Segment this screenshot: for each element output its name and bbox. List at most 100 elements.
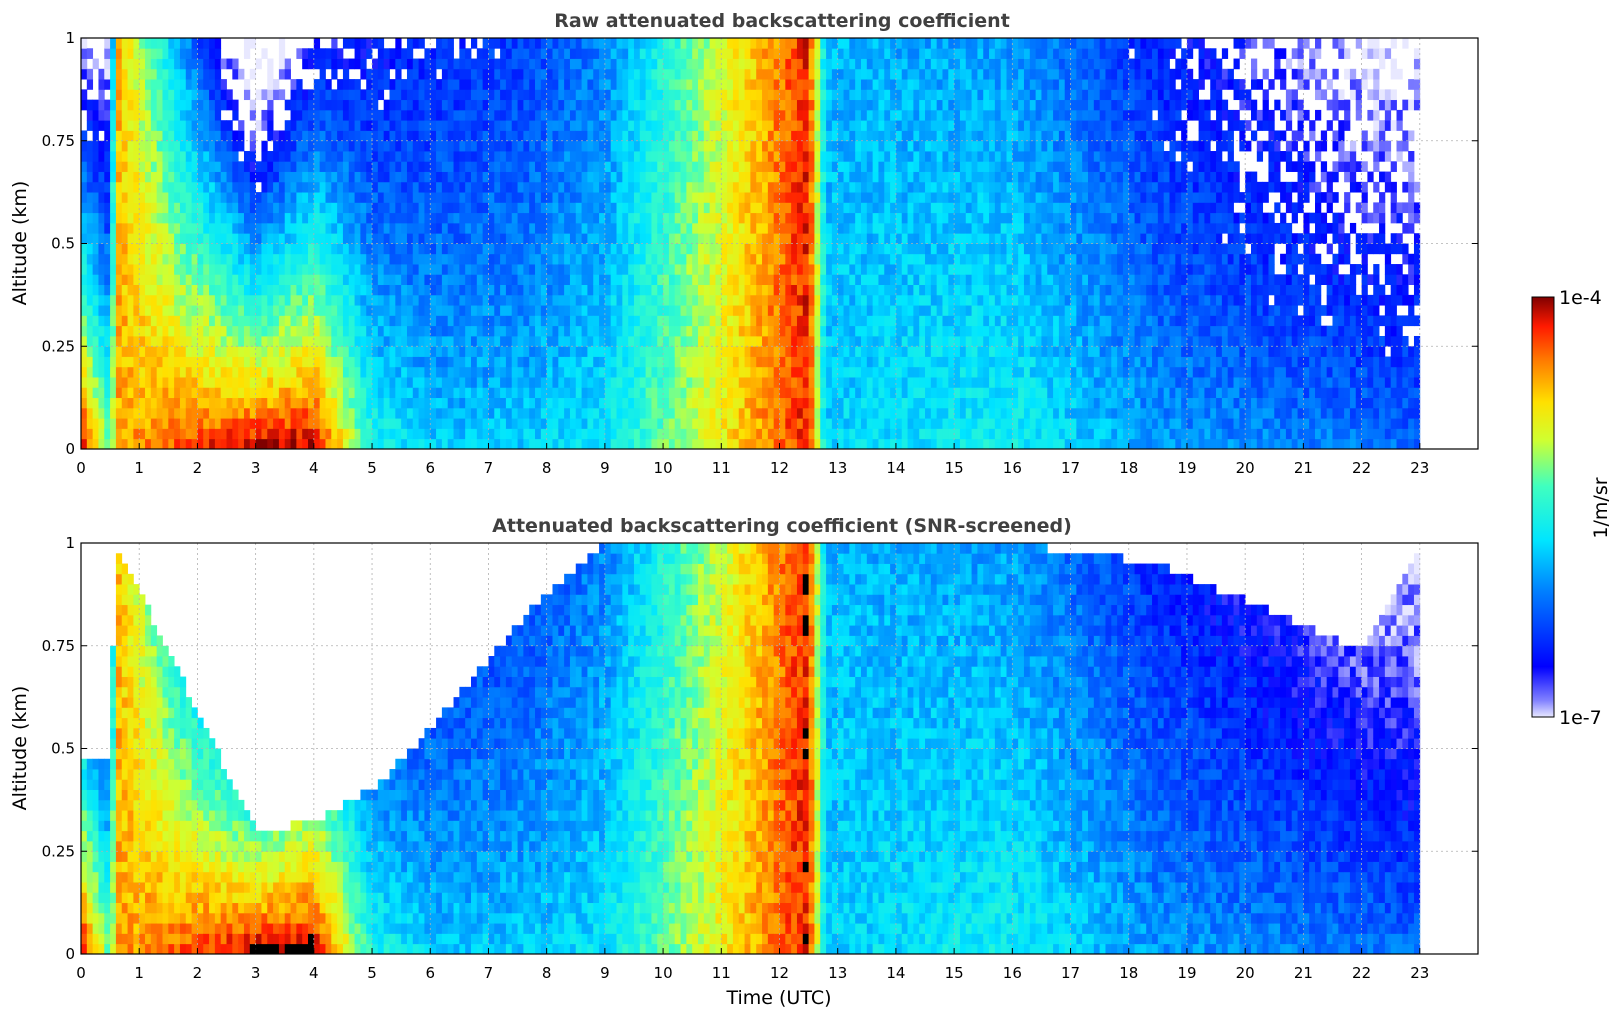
heat-cell xyxy=(337,58,344,70)
heat-cell xyxy=(471,233,478,244)
heat-cell xyxy=(162,315,169,327)
heat-cell xyxy=(616,233,623,244)
heat-cell xyxy=(302,264,309,275)
heat-cell xyxy=(692,181,699,193)
heat-cell xyxy=(628,428,635,440)
heat-cell xyxy=(622,58,629,70)
heat-cell xyxy=(406,274,414,285)
heat-cell xyxy=(488,284,495,296)
heat-cell xyxy=(517,38,524,49)
heat-cell xyxy=(290,99,297,111)
heat-cell xyxy=(115,264,123,275)
heat-cell xyxy=(517,120,524,131)
heat-cell xyxy=(773,346,780,357)
heat-cell xyxy=(552,366,559,378)
heat-cell xyxy=(290,161,297,172)
heat-cell xyxy=(214,407,222,419)
heat-cell xyxy=(214,109,222,121)
heat-cell xyxy=(441,212,449,224)
heat-cell xyxy=(296,438,303,450)
heat-cell xyxy=(110,181,117,193)
heat-cell xyxy=(633,438,641,450)
heat-cell xyxy=(715,233,722,244)
heat-cell xyxy=(179,366,187,378)
heat-cell xyxy=(436,181,443,193)
heat-cell xyxy=(564,140,571,152)
heat-cell xyxy=(459,120,466,131)
heat-cell xyxy=(703,99,711,111)
heat-cell xyxy=(313,171,321,183)
heat-cell xyxy=(814,233,821,244)
heat-cell xyxy=(86,356,94,368)
heat-cell xyxy=(727,274,734,285)
heat-cell xyxy=(313,151,321,162)
heat-cell xyxy=(273,212,280,224)
heat-cell xyxy=(238,325,245,337)
heat-cell xyxy=(674,387,681,399)
heat-cell xyxy=(633,140,641,152)
heat-cell xyxy=(505,140,513,152)
heat-cell xyxy=(820,274,827,285)
heat-cell xyxy=(383,418,390,429)
heat-cell xyxy=(325,48,332,59)
heat-cell xyxy=(703,325,711,337)
heat-cell xyxy=(540,233,548,244)
heat-cell xyxy=(401,407,408,419)
heat-cell xyxy=(715,243,722,255)
heat-cell xyxy=(197,202,204,214)
heat-cell xyxy=(302,335,309,347)
heat-cell xyxy=(535,418,542,429)
heat-cell xyxy=(552,130,559,142)
heat-cell xyxy=(721,58,728,70)
heat-cell xyxy=(81,428,88,440)
heat-cell xyxy=(494,397,501,409)
heat-cell xyxy=(267,161,274,172)
heat-cell xyxy=(593,315,600,327)
heat-cell xyxy=(110,315,117,327)
heat-cell xyxy=(139,397,146,409)
heat-cell xyxy=(366,68,373,80)
heat-cell xyxy=(569,58,577,70)
heat-cell xyxy=(389,151,396,162)
heat-cell xyxy=(319,140,326,152)
heat-cell xyxy=(406,407,414,419)
heat-cell xyxy=(575,346,582,357)
heat-cell xyxy=(756,264,763,275)
heat-cell xyxy=(214,171,222,183)
heat-cell xyxy=(645,151,652,162)
heat-cell xyxy=(762,428,769,440)
heat-cell xyxy=(657,397,664,409)
heat-cell xyxy=(441,325,449,337)
heat-cell xyxy=(342,161,350,172)
heat-cell xyxy=(552,335,559,347)
heat-cell xyxy=(523,140,530,152)
heat-cell xyxy=(529,202,536,214)
heat-cell xyxy=(197,315,204,327)
heat-cell xyxy=(633,335,641,347)
heat-cell xyxy=(232,428,239,440)
heat-cell xyxy=(406,284,414,296)
heat-cell xyxy=(290,335,297,347)
heat-cell xyxy=(663,68,670,80)
heat-cell xyxy=(296,202,303,214)
heat-cell xyxy=(191,253,198,265)
heat-cell xyxy=(92,438,99,450)
heat-cell xyxy=(482,161,489,172)
heat-cell xyxy=(98,171,105,183)
heat-cell xyxy=(406,387,414,399)
heat-cell xyxy=(331,346,338,357)
heat-cell xyxy=(162,377,169,388)
heat-cell xyxy=(150,89,158,101)
heat-cell xyxy=(127,48,134,59)
heat-cell xyxy=(209,89,216,101)
heat-cell xyxy=(243,418,251,429)
heat-cell xyxy=(261,315,268,327)
heat-cell xyxy=(564,233,571,244)
heat-cell xyxy=(802,253,809,265)
heat-cell xyxy=(104,48,111,59)
heat-cell xyxy=(220,418,227,429)
heat-cell xyxy=(156,58,163,70)
heat-cell xyxy=(383,397,390,409)
heat-cell xyxy=(86,181,94,193)
heat-cell xyxy=(313,243,321,255)
